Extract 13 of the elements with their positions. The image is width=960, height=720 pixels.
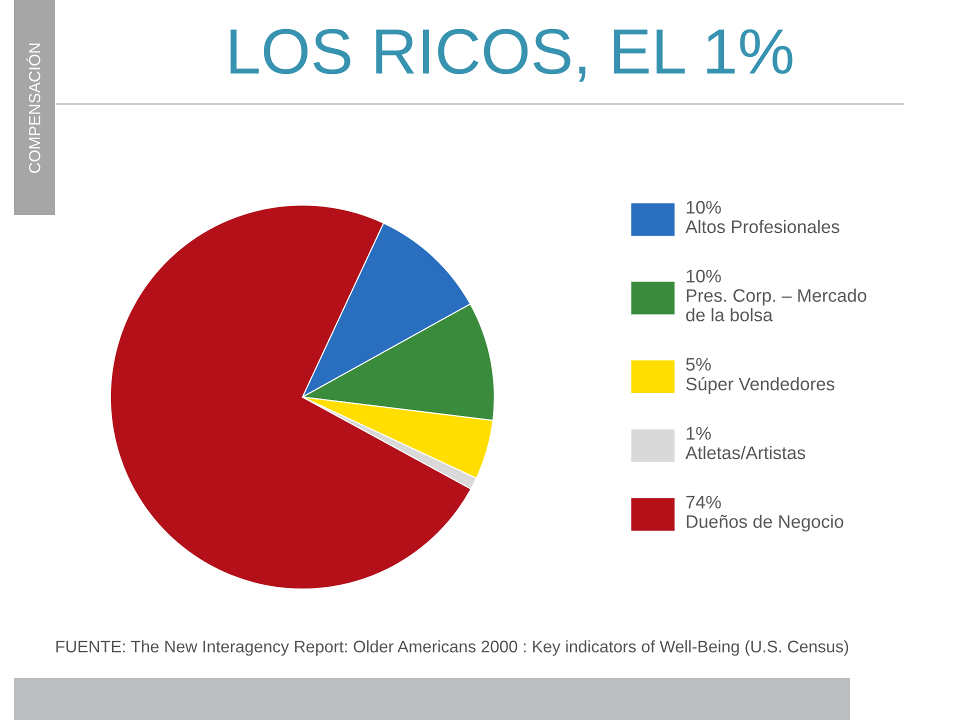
legend-label: Altos Profesionales bbox=[685, 220, 840, 234]
data-label: 10% bbox=[686, 270, 721, 282]
text: COMPENSACIÓN bbox=[26, 44, 40, 173]
data-label: 1% bbox=[686, 427, 711, 440]
legend-label: Pres. Corp. – Mercado de la bolsa bbox=[686, 288, 866, 322]
legend-label: Dueños de Negocio bbox=[686, 514, 844, 532]
legend-label: Atletas/Artistas bbox=[685, 446, 806, 460]
chart-title: LOS RICOS, EL 1% bbox=[230, 28, 792, 82]
data-label: 74% bbox=[686, 496, 721, 508]
source-note: FUENTE: The New Interagency Report: Older Americans 2000 : Key indicators of Well-Being (U.S. Census) bbox=[56, 640, 848, 656]
legend-label: Súper Vendedores bbox=[686, 376, 834, 394]
data-label: 5% bbox=[686, 358, 711, 371]
data-label: 10% bbox=[686, 200, 721, 214]
